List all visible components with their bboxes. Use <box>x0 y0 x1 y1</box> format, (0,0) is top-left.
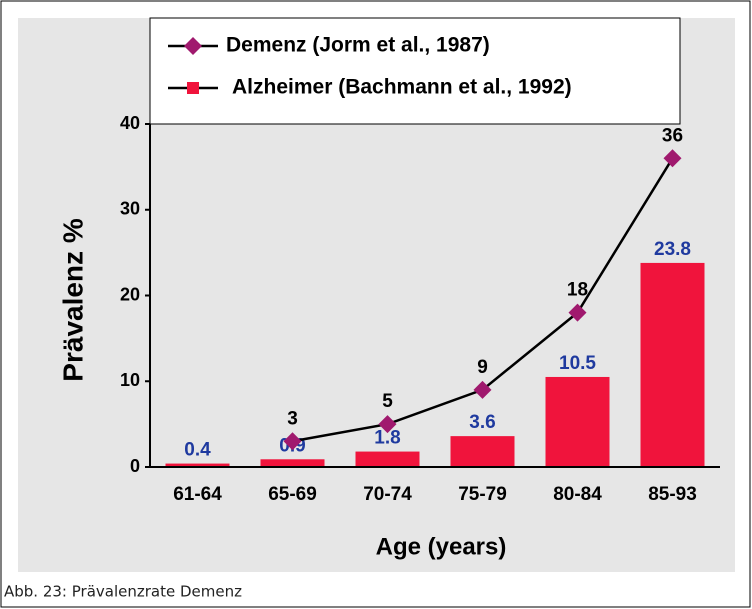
legend-marker <box>187 82 199 94</box>
marker <box>568 303 587 322</box>
bar <box>260 459 325 467</box>
data-label: 5 <box>382 391 393 412</box>
marker <box>473 380 492 399</box>
caption: Abb. 23: Prävalenzrate Demenz <box>4 583 242 601</box>
y-tick-label: 30 <box>120 199 140 219</box>
x-tick-label: 85-93 <box>648 484 697 505</box>
legend <box>149 17 681 125</box>
data-label: 9 <box>477 357 488 378</box>
data-label: 36 <box>662 125 683 146</box>
data-label: 18 <box>567 280 588 301</box>
data-label: 0.4 <box>184 440 211 461</box>
legend-label: Demenz (Jorm et al., 1987) <box>226 34 490 57</box>
bar <box>640 262 705 467</box>
x-axis-label: Age (years) <box>376 533 507 560</box>
marker <box>283 432 302 451</box>
data-label: 3 <box>287 408 298 429</box>
bar <box>355 451 420 467</box>
data-label: 23.8 <box>654 239 691 260</box>
y-tick-label: 0 <box>130 456 140 476</box>
data-label: 3.6 <box>469 412 495 433</box>
data-label: 1.8 <box>374 428 400 449</box>
y-tick-label: 20 <box>120 284 140 304</box>
marker <box>663 149 682 168</box>
y-axis-label: Prävalenz % <box>57 218 88 382</box>
y-tick-label: 40 <box>120 113 140 133</box>
legend-label: Alzheimer (Bachmann et al., 1992) <box>232 76 572 99</box>
bar <box>450 436 515 467</box>
x-tick-label: 65-69 <box>268 484 317 505</box>
bar <box>165 463 230 467</box>
marker <box>378 415 397 434</box>
legend-marker <box>184 37 202 55</box>
data-label: 10.5 <box>559 353 596 374</box>
x-tick-label: 80-84 <box>553 484 602 505</box>
y-tick-label: 10 <box>120 370 140 390</box>
x-tick-label: 61-64 <box>173 484 222 505</box>
x-tick-label: 75-79 <box>458 484 507 505</box>
x-tick-label: 70-74 <box>363 484 412 505</box>
bar <box>545 376 610 467</box>
